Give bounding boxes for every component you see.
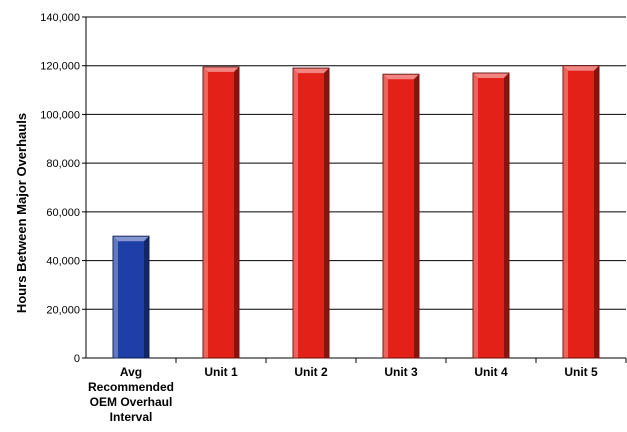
gridlines [86,16,626,310]
bar [202,66,240,359]
x-tick-label: Unit 5 [564,365,598,379]
axes [82,16,627,363]
x-tick-label: Avg Recommended OEM Overhaul Interval [88,365,174,424]
y-tick-label: 20,000 [46,304,80,316]
bar [112,235,150,359]
y-tick-label: 40,000 [46,256,80,268]
y-tick-label: 100,000 [40,109,80,121]
bars [112,65,600,359]
y-axis-title: Hours Between Major Overhauls [14,113,29,313]
y-tick-label: 60,000 [46,207,80,219]
bar [292,67,330,359]
bar [382,73,420,359]
x-tick-label: Unit 1 [204,365,238,379]
bar [472,72,510,359]
x-tick-label: Unit 3 [384,365,418,379]
bar [562,65,600,359]
x-tick-label: Unit 4 [474,365,508,379]
labels: 0 20,000 40,000 60,000 80,000 100,000 120,000 1… [40,12,598,424]
y-tick-label: 120,000 [40,61,80,73]
y-tick-label: 140,000 [40,12,80,24]
x-tick-label: Unit 2 [294,365,328,379]
y-tick-label: 0 [74,353,80,365]
y-tick-label: 80,000 [46,158,80,170]
